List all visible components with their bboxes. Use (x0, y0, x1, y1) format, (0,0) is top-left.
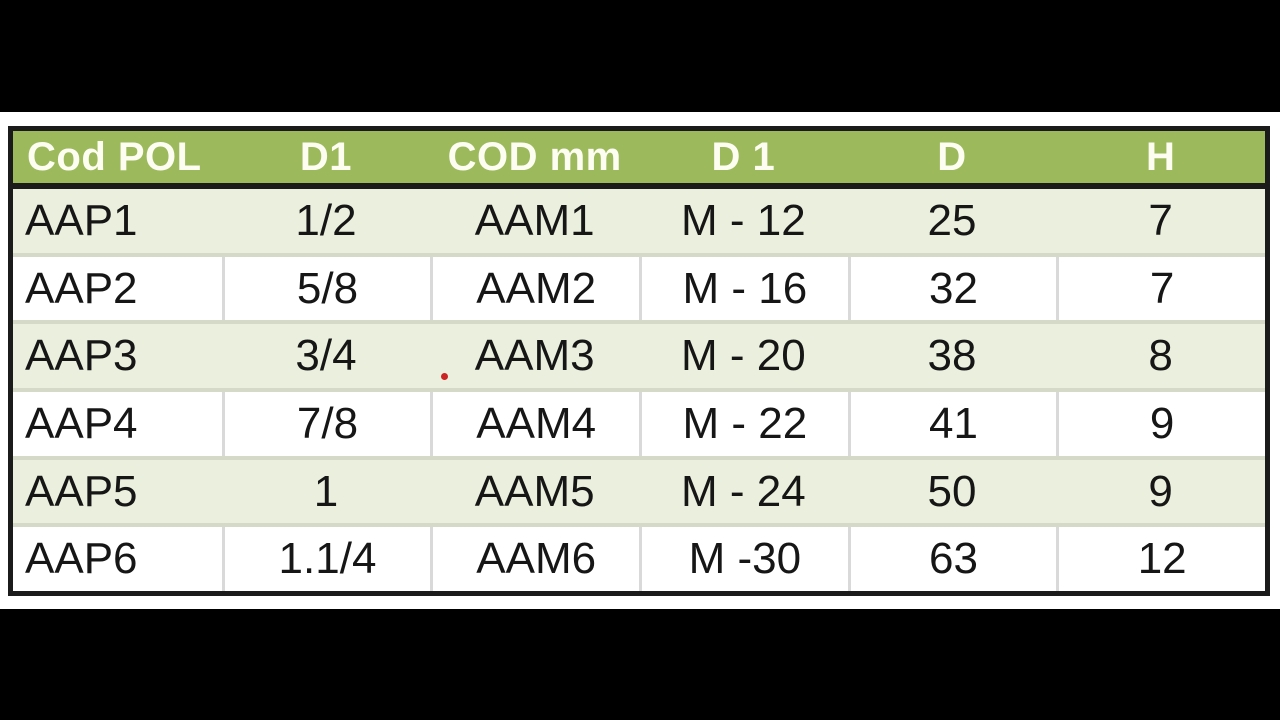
table-cell: 63 (847, 527, 1057, 592)
letterbox-top (0, 0, 1280, 112)
table-cell: M -30 (639, 527, 848, 592)
table-cell: 25 (927, 195, 977, 245)
table-row: AAP3 3/4 AAM3 M - 20 38 8 (13, 320, 1265, 389)
table-cell: AAM4 (430, 392, 639, 456)
table-cell: M - 24 (680, 466, 806, 516)
table-row: AAP6 1.1/4 AAM6 M -30 63 12 (13, 523, 1265, 592)
slide-canvas: Cod POL D1 COD mm D 1 D H AAP1 1/2 AAM1 M -… (0, 112, 1280, 707)
table-cell: 1/2 (295, 195, 357, 245)
table-cell: AAM5 (474, 466, 595, 516)
table-cell: AAP1 (25, 195, 138, 245)
table-row: AAP2 5/8 AAM2 M - 16 32 7 (13, 252, 1265, 321)
column-header-cod-pol: Cod POL (27, 134, 202, 179)
column-header-h: H (1145, 134, 1176, 179)
table-cell: 32 (847, 256, 1057, 321)
table-header-row: Cod POL D1 COD mm D 1 D H (13, 131, 1265, 189)
table-cell: M - 16 (639, 256, 848, 321)
table-cell: AAM6 (430, 527, 639, 592)
table-cell: AAP2 (25, 263, 138, 313)
column-header-d1: D1 (299, 134, 353, 179)
table-cell: AAM3 (474, 331, 595, 381)
letterbox-bottom (0, 609, 1280, 720)
table-cell: 9 (1148, 466, 1173, 516)
column-header-cod-mm: COD mm (447, 134, 622, 179)
table-cell: 12 (1056, 527, 1265, 592)
table-body: AAP1 1/2 AAM1 M - 12 25 7 AAP2 5/8 AAM2 M - 16 32 7… (13, 189, 1265, 592)
table-cell: AAP3 (25, 331, 138, 381)
table-cell: AAP4 (25, 398, 138, 448)
table-cell: 38 (927, 331, 977, 381)
column-header-d-1: D 1 (711, 134, 776, 179)
table-cell: 50 (927, 466, 977, 516)
table-cell: 7 (1148, 195, 1173, 245)
table-cell: 9 (1056, 392, 1265, 456)
table-row: AAP1 1/2 AAM1 M - 12 25 7 (13, 189, 1265, 253)
table-cell: 7/8 (221, 392, 431, 456)
table-cell: 41 (847, 392, 1057, 456)
table-cell: AAP5 (25, 466, 138, 516)
column-header-d: D (937, 134, 967, 179)
table-cell: M - 22 (639, 392, 848, 456)
table-row: AAP4 7/8 AAM4 M - 22 41 9 (13, 388, 1265, 456)
table-cell: 5/8 (221, 256, 431, 321)
table-cell: AAM1 (474, 195, 595, 245)
table-cell: M - 12 (680, 195, 806, 245)
table-cell: 1 (313, 466, 339, 516)
comment-marker-dot (441, 373, 448, 380)
thread-size-table: Cod POL D1 COD mm D 1 D H AAP1 1/2 AAM1 M -… (8, 126, 1270, 596)
table-cell: 8 (1148, 331, 1173, 381)
table-cell: 1.1/4 (221, 527, 431, 592)
table-cell: 7 (1056, 256, 1265, 321)
table-cell: M - 20 (680, 331, 806, 381)
table-cell: AAM2 (430, 256, 639, 321)
table-cell: AAP6 (25, 534, 138, 584)
table-cell: 3/4 (295, 331, 357, 381)
table-row: AAP5 1 AAM5 M - 24 50 9 (13, 455, 1265, 524)
